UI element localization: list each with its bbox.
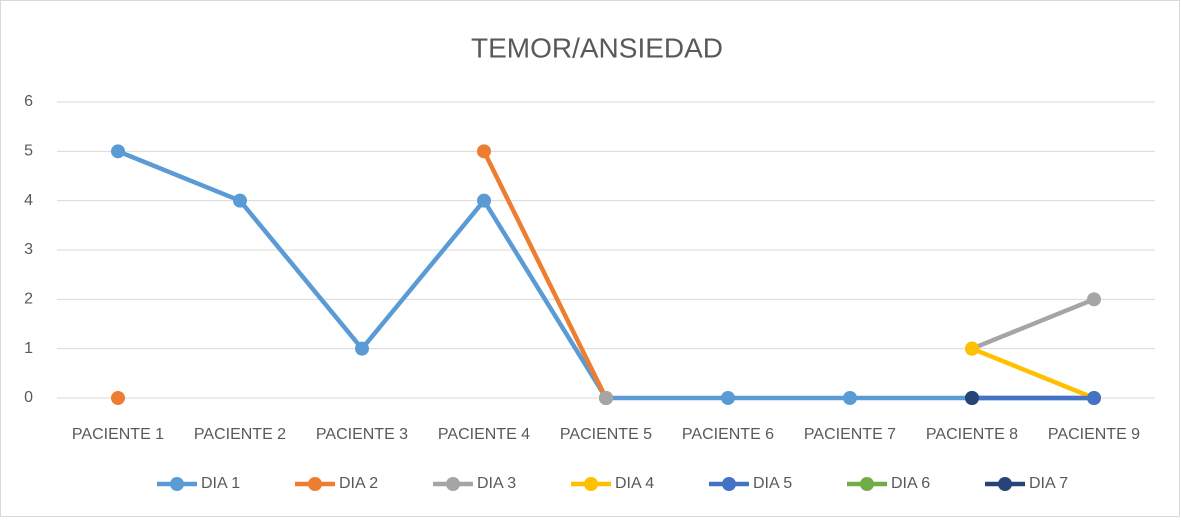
x-tick-label: PACIENTE 2 bbox=[194, 426, 286, 443]
series-line bbox=[971, 297, 1095, 351]
point bbox=[599, 391, 613, 405]
legend-marker bbox=[998, 477, 1012, 491]
point bbox=[233, 193, 247, 208]
legend-marker bbox=[860, 477, 874, 491]
series-line bbox=[481, 150, 609, 399]
point bbox=[965, 391, 979, 405]
point bbox=[111, 391, 125, 405]
y-tick-label: 5 bbox=[24, 143, 33, 160]
y-tick-label: 0 bbox=[24, 389, 33, 406]
y-tick-label: 2 bbox=[24, 291, 33, 308]
point bbox=[721, 391, 735, 405]
y-tick-label: 3 bbox=[24, 241, 33, 258]
x-tick-label: PACIENTE 7 bbox=[804, 426, 896, 443]
y-tick-label: 1 bbox=[24, 340, 33, 357]
y-tick-label: 4 bbox=[24, 192, 33, 209]
point bbox=[843, 391, 857, 405]
legend-label: DIA 2 bbox=[339, 475, 378, 492]
x-tick-label: PACIENTE 8 bbox=[926, 426, 1018, 443]
point bbox=[111, 144, 125, 159]
legend-marker bbox=[722, 477, 736, 491]
point bbox=[477, 193, 491, 208]
legend-label: DIA 7 bbox=[1029, 475, 1068, 492]
x-tick-label: PACIENTE 1 bbox=[72, 426, 164, 443]
point bbox=[355, 341, 369, 356]
legend-label: DIA 4 bbox=[615, 475, 654, 492]
x-tick-label: PACIENTE 4 bbox=[438, 426, 530, 443]
legend-label: DIA 6 bbox=[891, 475, 930, 492]
chart-title: TEMOR/ANSIEDAD bbox=[471, 32, 723, 63]
x-tick-label: PACIENTE 5 bbox=[560, 426, 652, 443]
legend-label: DIA 1 bbox=[201, 475, 240, 492]
series-line bbox=[971, 346, 1095, 401]
point bbox=[477, 144, 491, 159]
legend-marker bbox=[308, 477, 322, 491]
x-tick-label: PACIENTE 3 bbox=[316, 426, 408, 443]
point bbox=[1087, 292, 1101, 307]
y-tick-label: 6 bbox=[24, 93, 33, 110]
legend-label: DIA 5 bbox=[753, 475, 792, 492]
legend-marker bbox=[446, 477, 460, 491]
legend-marker bbox=[170, 477, 184, 491]
point bbox=[1087, 391, 1101, 405]
legend-label: DIA 3 bbox=[477, 475, 516, 492]
x-tick-label: PACIENTE 6 bbox=[682, 426, 774, 443]
legend-marker bbox=[584, 477, 598, 491]
x-tick-label: PACIENTE 9 bbox=[1048, 426, 1140, 443]
point bbox=[965, 341, 979, 356]
